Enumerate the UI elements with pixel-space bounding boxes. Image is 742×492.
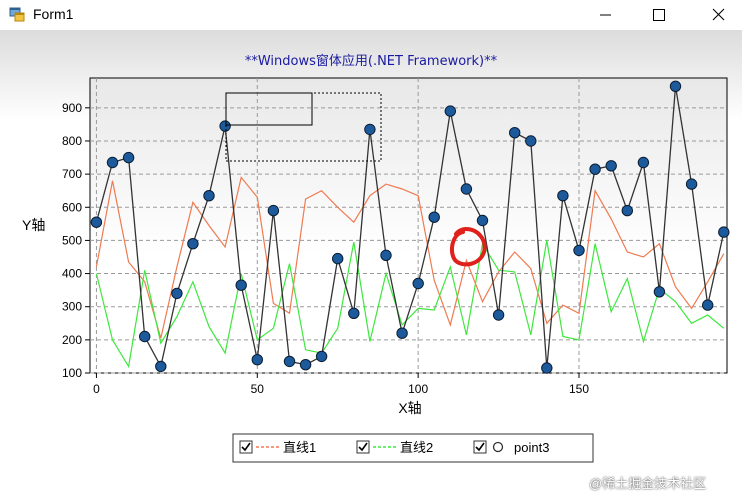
y-tick-label: 700 [62,167,82,181]
data-point[interactable] [557,190,569,202]
data-point[interactable] [122,151,135,164]
minimize-icon [600,14,611,16]
data-point[interactable] [187,238,199,250]
title-bar[interactable]: Form1 [0,0,742,30]
minimize-button[interactable] [583,0,629,30]
data-point[interactable] [90,216,103,228]
x-tick-label: 50 [251,382,265,396]
data-point[interactable] [653,286,666,298]
data-point[interactable] [219,120,231,132]
data-point[interactable] [348,307,360,319]
y-tick-label: 100 [62,366,82,380]
data-point[interactable] [412,277,424,290]
legend-checkbox-1[interactable] [239,440,253,454]
x-tick-label: 0 [93,382,100,396]
legend-item-line1[interactable]: 直线1 [239,440,316,455]
data-point[interactable] [685,178,698,190]
check-icon [358,442,368,452]
data-point[interactable] [171,287,183,300]
maximize-icon [653,9,665,21]
data-point[interactable] [605,160,617,172]
series-layer [90,80,730,374]
x-axis-label: X轴 [398,400,421,416]
close-icon [712,8,725,21]
data-point[interactable] [235,279,247,291]
line-chart[interactable]: **Windows窗体应用(.NET Framework)** 100 200 30… [0,30,742,477]
data-point[interactable] [106,156,119,169]
y-tick-label: 800 [62,134,82,148]
check-icon [475,442,485,452]
series-line-2 [95,240,725,369]
chart-legend[interactable]: 直线1 直线2 point3 [232,433,594,463]
data-point[interactable] [669,80,682,92]
data-point[interactable] [364,123,376,136]
data-point[interactable] [589,163,601,175]
data-point[interactable] [444,105,456,117]
data-point[interactable] [637,156,650,169]
series-line-3 [95,86,725,369]
maximize-button[interactable] [636,0,682,30]
data-point[interactable] [267,204,280,217]
close-button[interactable] [696,0,742,30]
data-point[interactable] [509,127,521,139]
y-tick-label: 600 [62,200,82,214]
y-tick-label: 300 [62,300,82,314]
app-icon [9,7,25,22]
y-tick-label: 500 [62,233,82,247]
legend-label-1: 直线1 [283,440,316,455]
data-point[interactable] [155,360,167,373]
data-point[interactable] [718,226,730,238]
x-axis: 0 50 100 150 [93,373,589,396]
data-point[interactable] [315,350,328,363]
y-tick-label: 200 [62,333,82,347]
data-point[interactable] [203,190,215,202]
legend-checkbox-2[interactable] [356,440,370,454]
y-axis: 100 200 300 400 500 600 700 800 900 [62,101,90,380]
data-point[interactable] [525,135,537,147]
y-axis-label: Y轴 [22,217,45,233]
check-icon [241,442,251,452]
form-client-area: **Windows窗体应用(.NET Framework)** 100 200 30… [0,30,742,491]
legend-swatch-3 [492,441,504,453]
data-point[interactable] [299,359,312,371]
data-point[interactable] [702,299,714,311]
red-circle-annotation [449,226,487,267]
chart-title: **Windows窗体应用(.NET Framework)** [245,53,498,69]
data-point[interactable] [541,362,553,374]
legend-label-3: point3 [514,440,549,455]
data-point[interactable] [621,204,633,217]
data-point[interactable] [139,330,151,343]
data-point[interactable] [283,355,296,368]
legend-item-point3[interactable]: point3 [473,440,549,455]
data-point[interactable] [460,183,473,195]
x-tick-label: 100 [408,382,428,396]
legend-label-2: 直线2 [400,440,433,455]
selection-rect-dashed-inner [225,92,313,126]
legend-item-line2[interactable]: 直线2 [356,440,433,455]
legend-checkbox-3[interactable] [473,440,487,454]
data-point[interactable] [476,214,489,227]
data-point[interactable] [332,252,344,265]
watermark-text: @稀土掘金技术社区 [589,476,707,491]
y-tick-label: 400 [62,267,82,281]
data-point[interactable] [573,244,585,257]
data-point[interactable] [251,354,263,366]
x-tick-label: 150 [569,382,589,396]
data-point[interactable] [380,249,392,262]
data-point[interactable] [492,309,505,321]
data-point[interactable] [396,327,408,339]
plot-area [89,77,728,374]
window-title: Form1 [33,6,74,22]
series-line-1 [95,176,725,339]
y-tick-label: 900 [62,101,82,115]
legend-box [232,433,594,463]
data-point[interactable] [428,211,440,223]
